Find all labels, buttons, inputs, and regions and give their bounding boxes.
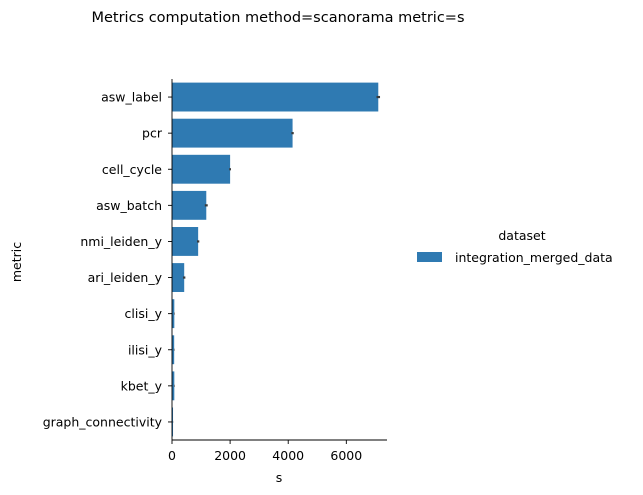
y-tick-label-nmi_leiden_y: nmi_leiden_y: [80, 234, 162, 249]
x-tick-label-2000: 2000: [214, 448, 246, 463]
bar-group: [172, 82, 379, 437]
bar-ilisi_y: [172, 335, 175, 365]
chart-title: Metrics computation method=scanorama met…: [91, 10, 464, 26]
y-tick-label-asw_batch: asw_batch: [96, 198, 162, 213]
legend-swatch: [417, 252, 442, 262]
y-tick-label-kbet_y: kbet_y: [121, 378, 163, 393]
y-tick-label-ilisi_y: ilisi_y: [128, 342, 163, 357]
bar-asw_label: [172, 82, 379, 112]
error-bar-group: [172, 95, 381, 424]
legend-title: dataset: [498, 228, 545, 243]
y-tick-label-ari_leiden_y: ari_leiden_y: [88, 270, 163, 285]
bar-kbet_y: [172, 371, 175, 401]
bar-nmi_leiden_y: [172, 227, 199, 256]
bar-asw_batch: [172, 190, 207, 220]
y-tick-label-clisi_y: clisi_y: [125, 306, 163, 321]
x-tick-label-0: 0: [168, 448, 176, 463]
x-tick-label-4000: 4000: [272, 448, 304, 463]
legend: dataset integration_merged_data: [417, 228, 613, 265]
bar-pcr: [172, 118, 293, 148]
x-tick-label-6000: 6000: [330, 448, 362, 463]
x-axis-label: s: [276, 470, 283, 485]
bar-clisi_y: [172, 299, 175, 329]
legend-label: integration_merged_data: [455, 250, 613, 265]
x-axis-ticks: 0 2000 4000 6000: [168, 440, 362, 463]
y-tick-label-asw_label: asw_label: [101, 90, 162, 105]
bar-graph_connectivity: [172, 407, 174, 437]
y-tick-label-pcr: pcr: [142, 126, 163, 141]
bar-cell_cycle: [172, 154, 231, 184]
y-axis-label: metric: [9, 242, 24, 282]
y-tick-label-graph_connectivity: graph_connectivity: [43, 414, 163, 429]
y-tick-label-cell_cycle: cell_cycle: [102, 162, 162, 177]
bar-ari_leiden_y: [172, 263, 185, 292]
